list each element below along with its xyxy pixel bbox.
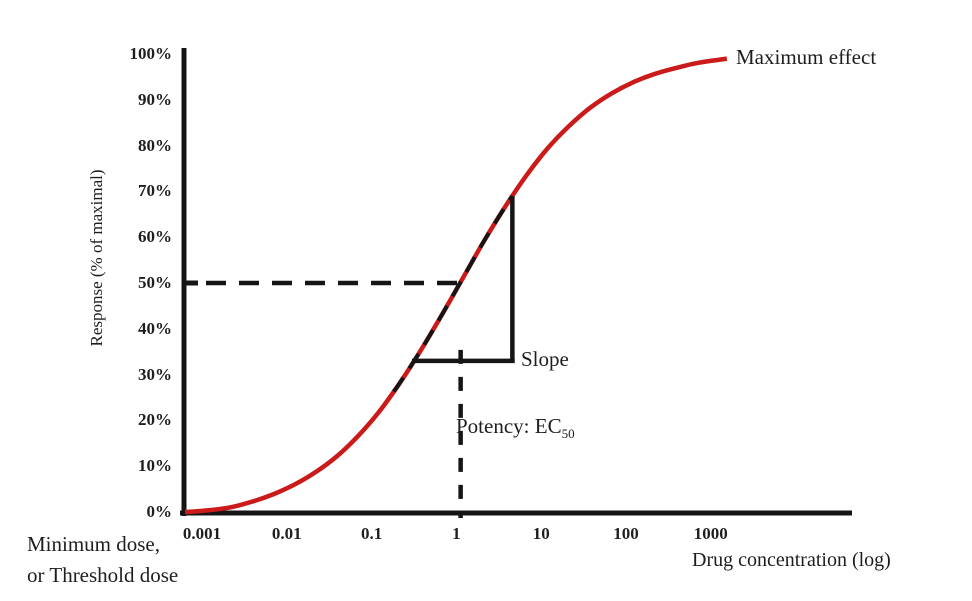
x-tick-label: 10	[532, 524, 550, 543]
x-tick-label: 1	[452, 524, 461, 543]
y-tick-label: 70%	[138, 181, 172, 201]
potency-ec50-subscript: 50	[561, 426, 575, 442]
slope-label: Slope	[521, 347, 569, 371]
y-tick-label: 40%	[138, 318, 172, 338]
y-tick-label: 0%	[146, 502, 173, 521]
minimum-dose-line2: or Threshold dose	[27, 563, 179, 587]
minimum-dose-line1: Minimum dose,	[27, 532, 161, 556]
y-tick-label: 80%	[138, 135, 172, 155]
minimum-dose-label: Minimum dose, or Threshold dose	[27, 529, 178, 591]
y-tick-label: 20%	[138, 410, 172, 430]
y-tick-label: 50%	[138, 273, 172, 292]
potency-ec50-label: Potency: EC50	[456, 414, 575, 442]
y-tick-label: 100%	[129, 44, 173, 63]
y-tick-label: 90%	[138, 89, 172, 109]
dose-response-curve	[184, 56, 728, 515]
x-tick-label: 0.01	[271, 524, 302, 543]
x-tick-label: 0.001	[182, 524, 222, 543]
x-tick-label: 1000	[693, 524, 728, 543]
x-tick-label: 100	[613, 524, 639, 543]
maximum-effect-label: Maximum effect	[736, 45, 877, 69]
x-tick-label: 0.1	[360, 524, 383, 543]
potency-ec50-text: Potency: EC	[456, 414, 562, 438]
y-tick-label: 10%	[138, 456, 172, 476]
y-axis-title: Response (% of maximal)	[87, 169, 106, 347]
slope-tangent-dashed-line	[391, 194, 515, 393]
y-tick-label: 30%	[138, 364, 172, 384]
y-tick-label: 60%	[138, 227, 172, 247]
x-axis-title: Drug concentration (log)	[692, 549, 891, 571]
